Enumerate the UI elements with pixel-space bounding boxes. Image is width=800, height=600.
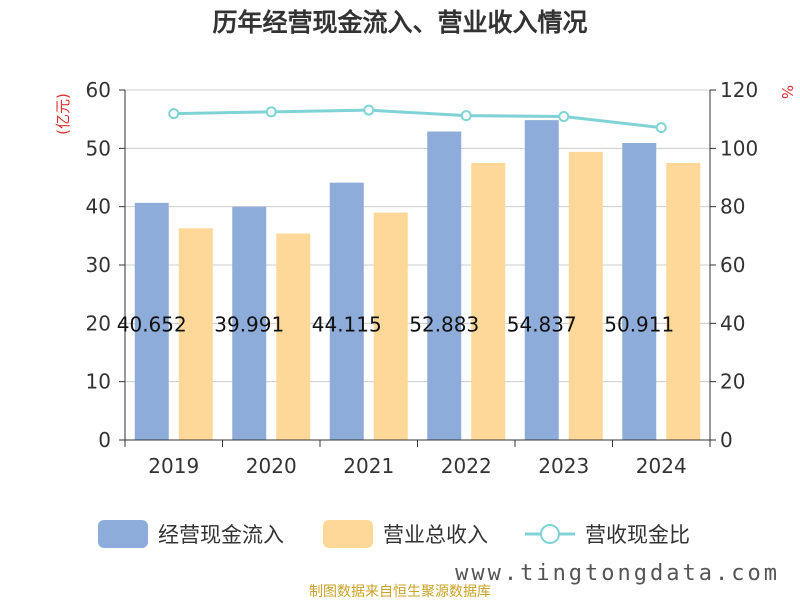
x-tick-label: 2023: [538, 454, 589, 478]
y-left-tick-label: 50: [86, 136, 111, 160]
bar: [232, 206, 267, 440]
x-tick-label: 2024: [636, 454, 687, 478]
axes: 0 10 20 30 40 50 60 0 20 40 60 80 100 120 2019 2020 2021…: [86, 78, 759, 478]
y-right-tick-label: 40: [720, 311, 745, 335]
bar: [134, 202, 169, 440]
ratio-line: [168, 104, 667, 134]
ratio-point: [460, 110, 472, 122]
y-left-tick-label: 40: [86, 195, 111, 219]
x-tick-label: 2019: [148, 454, 199, 478]
y-right-tick-label: 0: [720, 428, 733, 452]
x-tick-label: 2022: [441, 454, 492, 478]
y-left-tick-label: 60: [86, 78, 111, 102]
x-tick-label: 2020: [246, 454, 297, 478]
bar: [666, 162, 701, 440]
data-label: 39.991: [214, 312, 284, 336]
legend-label: 经营现金流入: [158, 523, 284, 547]
ratio-line-path: [173, 108, 662, 130]
y-left-tick-label: 20: [86, 311, 111, 335]
watermark: www.tingtongdata.com: [455, 561, 780, 586]
bar: [427, 131, 462, 440]
bar: [622, 143, 657, 440]
data-label: 52.883: [409, 312, 479, 336]
bars: [134, 120, 701, 441]
legend-marker: [540, 524, 560, 544]
bar: [524, 120, 559, 441]
y-right-tick-label: 100: [720, 136, 758, 160]
legend-label: 营业总收入: [383, 523, 488, 547]
data-label: 50.911: [604, 312, 674, 336]
data-label: 54.837: [507, 312, 577, 336]
legend: 经营现金流入 营业总收入 营收现金比: [98, 520, 690, 548]
y-right-tick-label: 120: [720, 78, 758, 102]
y-right-tick-label: 80: [720, 195, 745, 219]
y-left-tick-label: 30: [86, 253, 111, 277]
data-labels: 40.652 39.991 44.115 52.883 54.837 50.911: [117, 312, 674, 336]
bar: [373, 212, 408, 440]
x-tick-label: 2021: [343, 454, 394, 478]
y-right-tick-label: 20: [720, 370, 745, 394]
grid: [125, 89, 710, 383]
bar: [178, 228, 213, 440]
legend-swatch: [98, 520, 148, 548]
y-right-unit: %: [778, 85, 796, 99]
ratio-point: [655, 122, 667, 134]
y-left-tick-label: 0: [98, 428, 111, 452]
ratio-point: [265, 106, 277, 118]
bar: [329, 182, 364, 440]
legend-swatch: [323, 520, 373, 548]
ratio-point: [558, 111, 570, 123]
ratio-point: [168, 108, 180, 120]
chart-title: 历年经营现金流入、营业收入情况: [212, 8, 587, 37]
y-left-unit: (亿元): [54, 93, 72, 135]
source-note: 制图数据来自恒生聚源数据库: [309, 584, 491, 600]
data-label: 44.115: [312, 312, 382, 336]
bar: [471, 162, 506, 440]
bar: [276, 233, 311, 440]
data-label: 40.652: [117, 312, 187, 336]
y-right-tick-label: 60: [720, 253, 745, 277]
ratio-point: [363, 104, 375, 116]
legend-label: 营收现金比: [585, 523, 690, 547]
bar: [568, 151, 603, 441]
y-left-tick-label: 10: [86, 370, 111, 394]
